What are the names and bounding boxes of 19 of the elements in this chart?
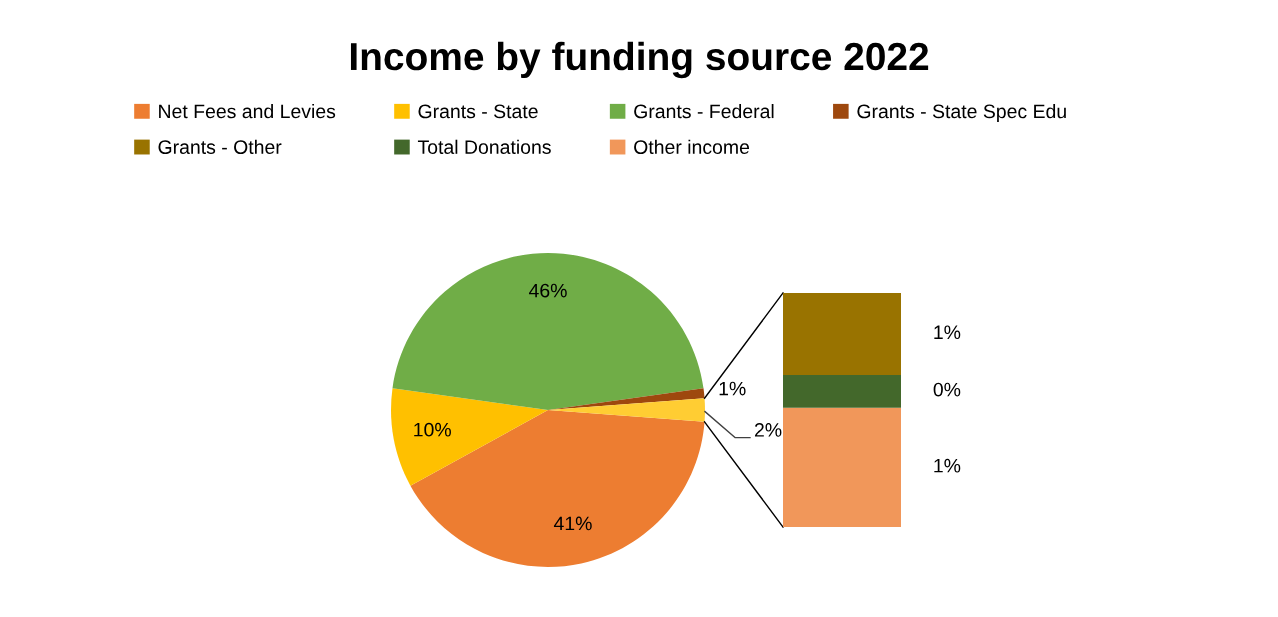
legend-label: Total Donations bbox=[417, 139, 551, 154]
data-label: 46% bbox=[528, 283, 567, 298]
text: 1% bbox=[934, 325, 961, 340]
pie-slice bbox=[410, 410, 705, 567]
data-label: 10% bbox=[414, 422, 451, 437]
text: 1% bbox=[934, 458, 961, 473]
legend-label: Grants - Federal bbox=[634, 103, 774, 119]
legend-label: Net Fees and Levies bbox=[159, 103, 336, 119]
legend-label: Grants - State bbox=[418, 104, 538, 119]
legend-label: Grants - Other bbox=[158, 139, 282, 154]
legend-label: Grants - State Spec Edu bbox=[857, 103, 1066, 123]
text: 0% bbox=[933, 382, 961, 397]
legend-label: Other income bbox=[634, 139, 750, 154]
pie-slice bbox=[392, 253, 704, 410]
data-label: 2% bbox=[754, 423, 782, 437]
pie-slice bbox=[391, 388, 548, 486]
data-label: 1% bbox=[719, 381, 746, 396]
chart-title: Income by funding source 2022 bbox=[350, 41, 929, 79]
data-label: 41% bbox=[553, 516, 592, 531]
